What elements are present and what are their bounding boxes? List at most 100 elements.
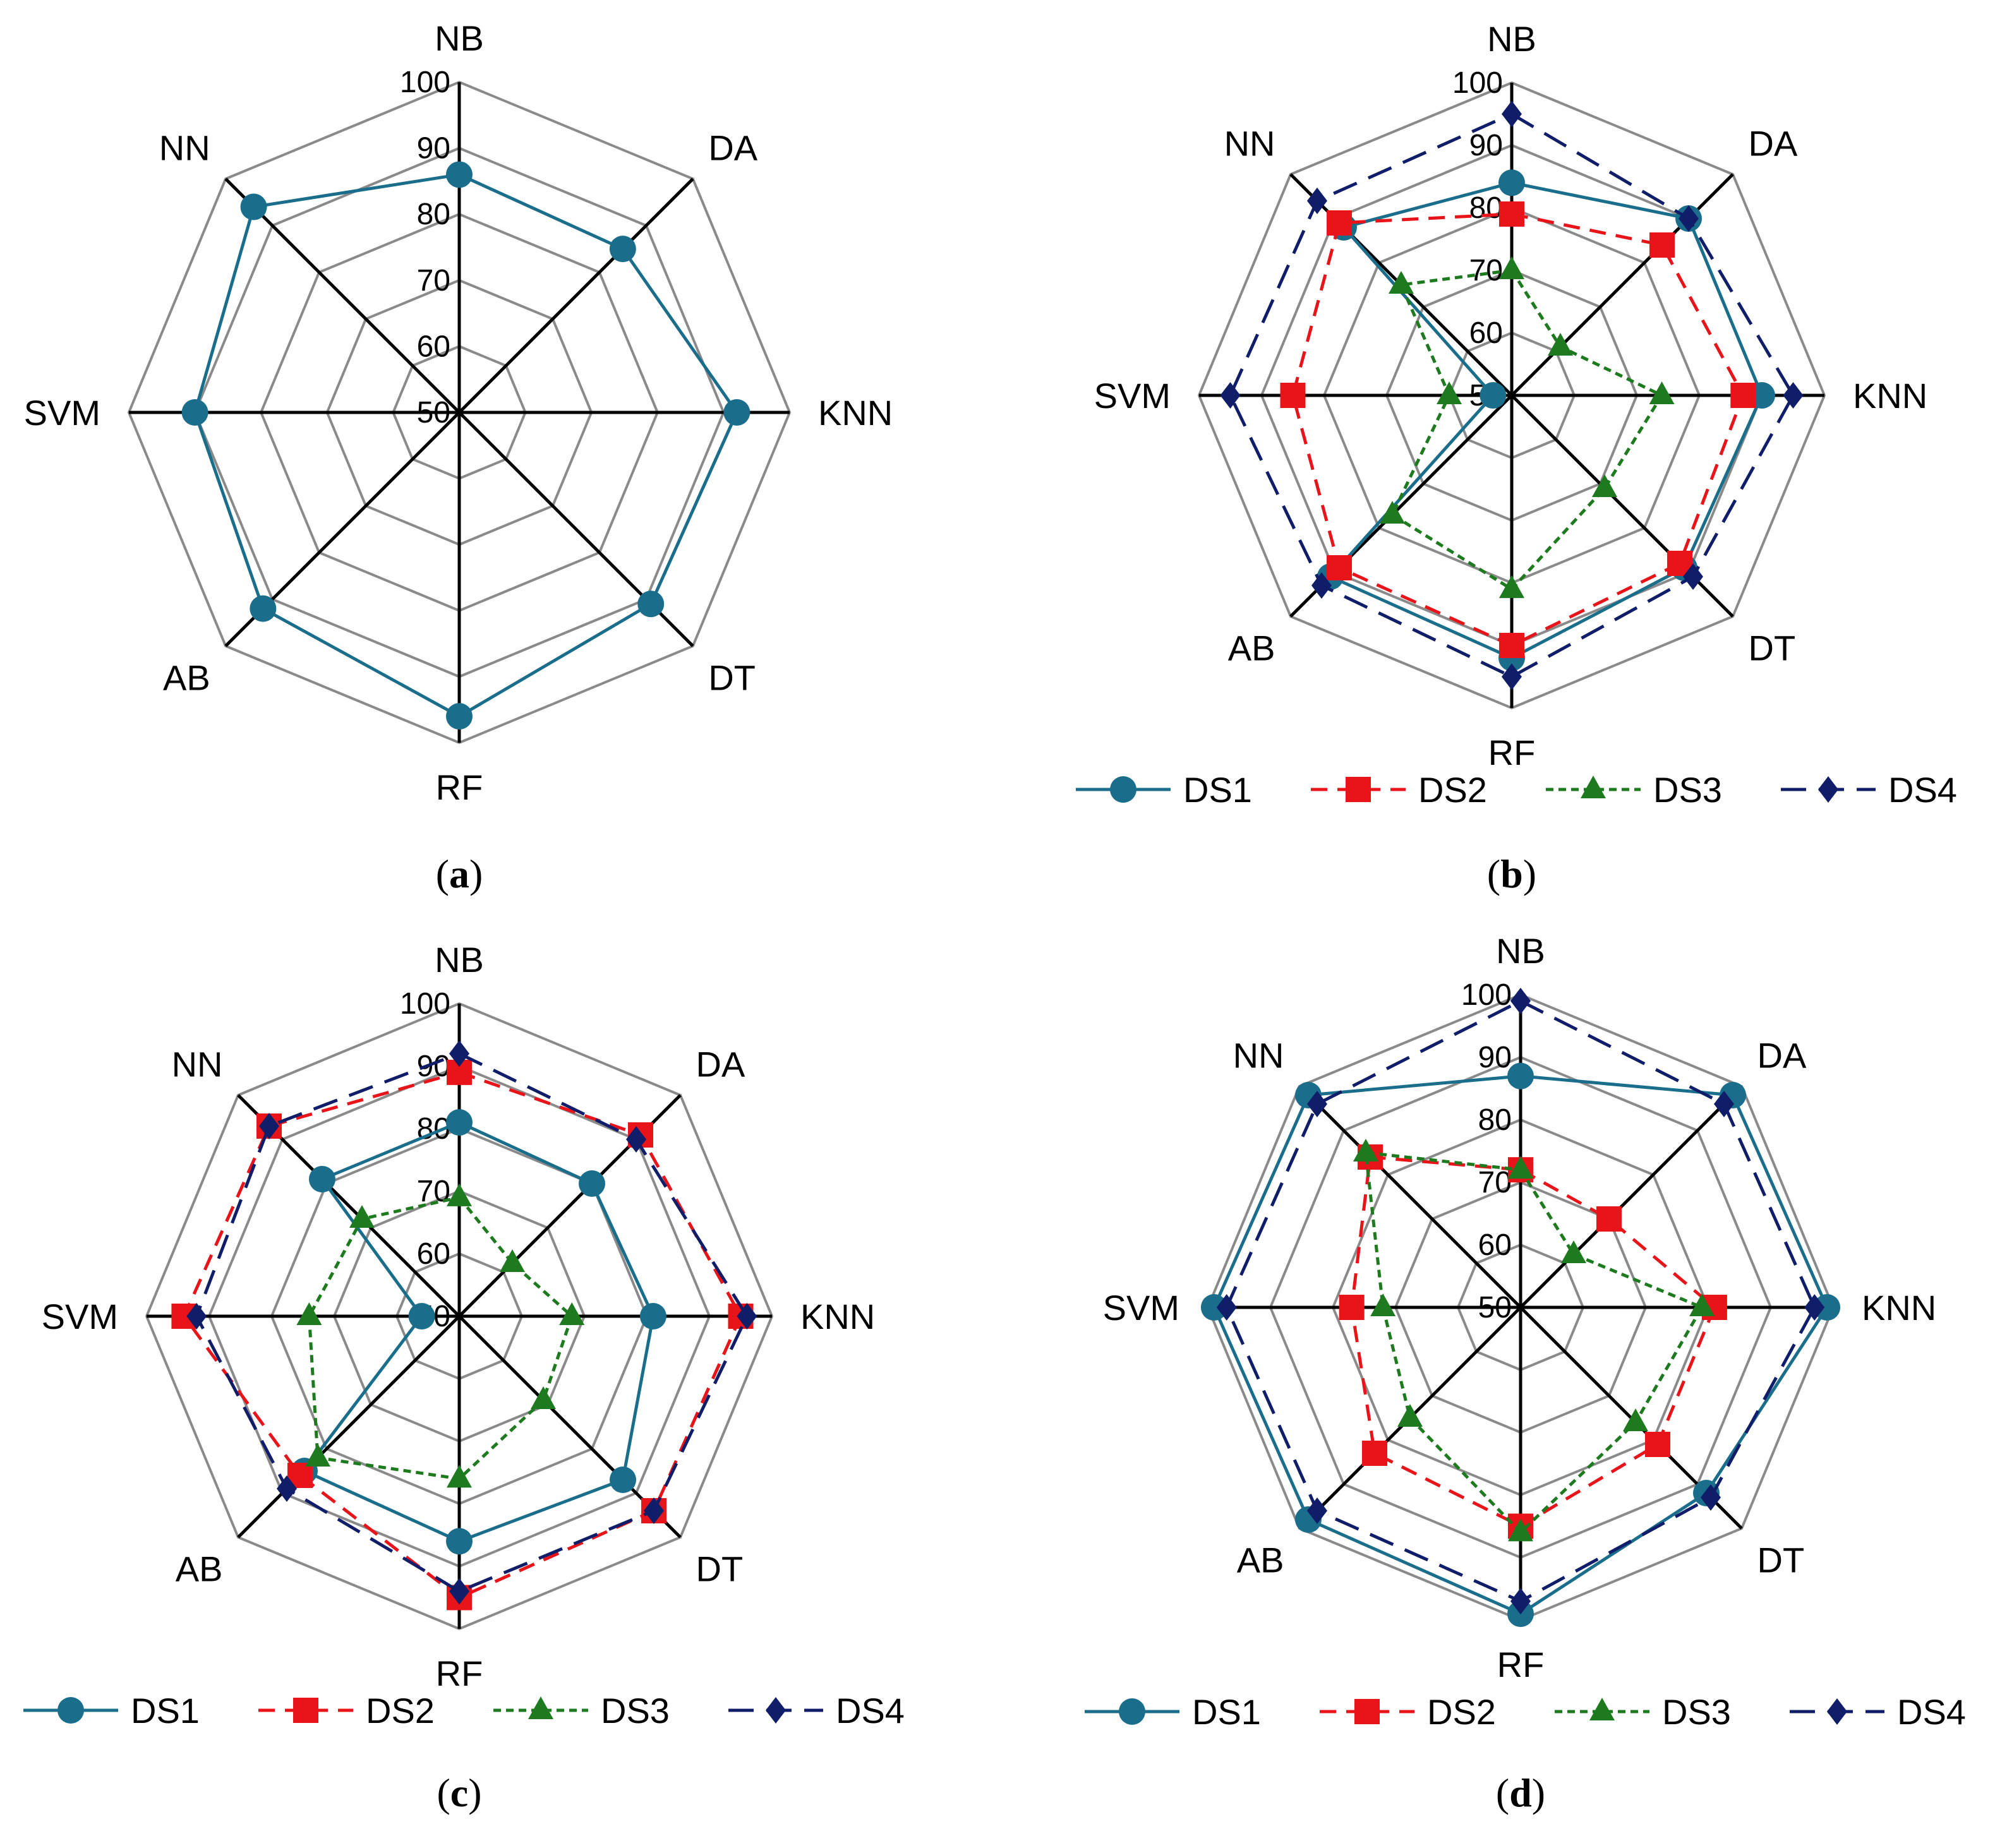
data-point-ab <box>1311 572 1332 599</box>
category-label-ab: AB <box>163 657 210 697</box>
radial-tick-label: 60 <box>417 1237 450 1271</box>
radar-spoke <box>1298 1085 1522 1309</box>
data-point-svm <box>1216 1294 1237 1321</box>
radar-panel-c: 5060708090100NBDAKNNDTRFABSVMNNDS1DS2DS3… <box>23 940 905 1815</box>
series-ds3 <box>1379 256 1675 598</box>
caption-letter: c <box>450 1770 468 1815</box>
data-point-rf <box>1499 575 1524 598</box>
series-ds4 <box>186 1040 757 1605</box>
category-label-nb: NB <box>435 18 484 58</box>
legend-marker <box>1354 1699 1380 1724</box>
caption-letter: b <box>1500 851 1523 896</box>
panel-caption: (a) <box>436 851 483 896</box>
radial-tick-label: 90 <box>417 132 450 165</box>
data-point-nb <box>1507 1062 1534 1089</box>
data-point-dt <box>610 1467 637 1494</box>
data-point-nb <box>1502 100 1522 128</box>
legend-marker <box>1119 1698 1145 1725</box>
radial-tick-label: 70 <box>417 264 450 297</box>
legend-label-ds4: DS4 <box>1897 1692 1966 1732</box>
data-point-ab <box>276 1475 297 1503</box>
caption-letter: a <box>449 851 469 896</box>
radial-tick-label: 60 <box>1469 316 1503 350</box>
legend-label-ds1: DS1 <box>1192 1692 1261 1732</box>
radar-spoke <box>1519 1085 1743 1309</box>
data-point-nb <box>1499 201 1524 227</box>
caption-close: ) <box>1523 851 1536 896</box>
legend-label-ds3: DS3 <box>601 1691 670 1731</box>
radial-tick-label: 60 <box>417 330 450 363</box>
data-point-dt <box>1683 563 1704 591</box>
data-point-nb <box>1498 169 1525 196</box>
data-point-knn <box>1689 1293 1715 1316</box>
data-point-nn <box>1388 270 1414 294</box>
radial-tick-label: 80 <box>1469 191 1503 225</box>
data-point-svm <box>1200 1294 1227 1321</box>
series-ds2 <box>1339 1144 1727 1539</box>
legend-marker <box>1818 776 1838 803</box>
category-label-dt: DT <box>708 657 756 697</box>
data-point-ab <box>1326 555 1352 581</box>
data-point-da <box>579 1170 606 1197</box>
data-point-nb <box>447 1183 472 1206</box>
series-ds3 <box>296 1183 585 1488</box>
category-label-nb: NB <box>1496 931 1545 971</box>
radial-tick-label: 100 <box>400 66 450 99</box>
data-point-nb <box>1510 987 1531 1014</box>
data-point-dt <box>531 1386 557 1410</box>
category-label-svm: SVM <box>1103 1288 1179 1328</box>
series-line <box>1327 181 1764 660</box>
legend-marker <box>1346 777 1371 802</box>
data-point-svm <box>186 1303 207 1329</box>
data-point-nb <box>446 1109 473 1136</box>
legend-label-ds4: DS4 <box>836 1691 905 1731</box>
data-point-rf <box>1502 663 1522 690</box>
data-point-nb <box>1508 1156 1533 1179</box>
legend-label-ds2: DS2 <box>366 1691 435 1731</box>
series-ds1 <box>181 161 750 730</box>
caption-letter: d <box>1509 1770 1532 1815</box>
series-line <box>195 1052 749 1593</box>
category-label-rf: RF <box>436 1653 483 1693</box>
category-label-svm: SVM <box>1094 376 1171 416</box>
series-line <box>1350 1155 1716 1528</box>
panel-caption: (c) <box>437 1770 481 1815</box>
radial-tick-label: 50 <box>1478 1291 1512 1324</box>
data-point-svm <box>181 399 208 426</box>
data-point-nn <box>349 1204 375 1228</box>
series-line <box>1228 112 1795 679</box>
data-point-svm <box>1370 1293 1396 1316</box>
data-point-svm <box>1220 382 1241 409</box>
radar-panel-b: 5060708090100NBDAKNNDTRFABSVMNNDS1DS2DS3… <box>1076 19 1957 896</box>
category-label-svm: SVM <box>42 1297 118 1336</box>
category-label-dt: DT <box>1749 628 1796 668</box>
radial-tick-label: 100 <box>1461 978 1512 1012</box>
legend-marker <box>528 1696 553 1719</box>
data-point-dt <box>637 591 665 618</box>
category-label-nb: NB <box>435 940 484 980</box>
data-point-rf <box>446 1528 473 1555</box>
caption-open: ( <box>1487 851 1500 896</box>
data-point-ab <box>1306 1497 1327 1525</box>
data-point-knn <box>639 1303 666 1329</box>
category-label-nn: NN <box>172 1044 223 1084</box>
radial-tick-label: 100 <box>400 987 450 1021</box>
data-point-ab <box>1397 1404 1423 1427</box>
category-label-rf: RF <box>436 767 483 807</box>
data-point-nn <box>308 1165 335 1192</box>
data-point-nb <box>1499 256 1524 279</box>
caption-close: ) <box>469 851 483 896</box>
data-point-rf <box>1510 1588 1531 1615</box>
radar-spoke <box>224 177 461 414</box>
data-point-knn <box>1804 1294 1825 1321</box>
category-label-dt: DT <box>1757 1540 1805 1580</box>
radar-spoke <box>237 1315 461 1539</box>
data-point-rf <box>449 1578 469 1605</box>
legend-label-ds1: DS1 <box>1183 770 1252 810</box>
category-label-knn: KNN <box>1862 1288 1936 1328</box>
category-label-svm: SVM <box>24 393 100 433</box>
data-point-ab <box>1361 1441 1387 1467</box>
category-label-da: DA <box>1757 1035 1807 1075</box>
legend-marker <box>57 1697 84 1724</box>
data-point-nn <box>1326 210 1352 236</box>
